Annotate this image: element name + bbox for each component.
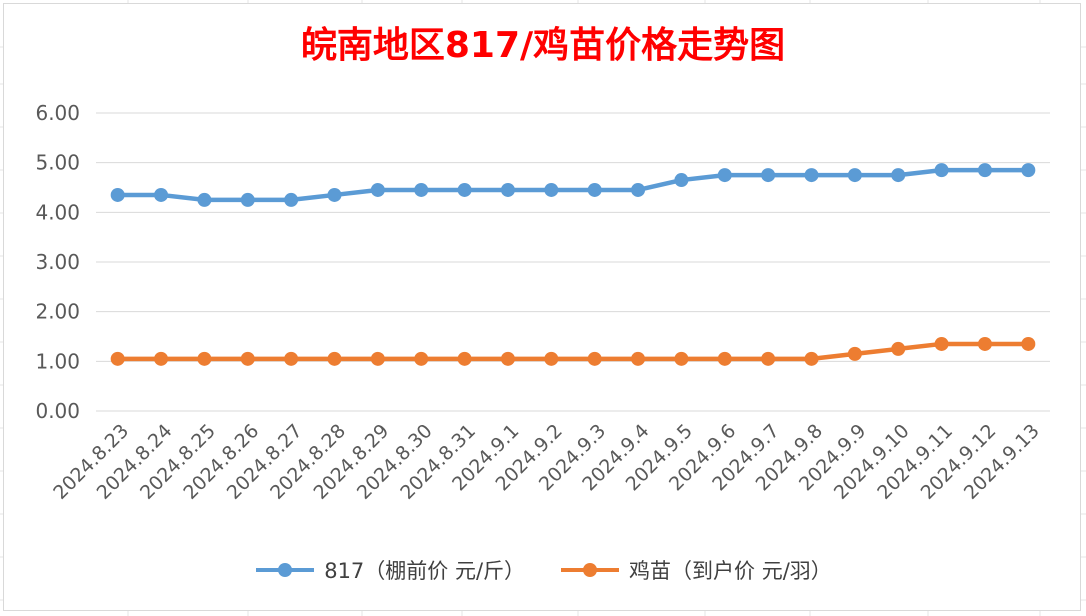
chart-area[interactable]	[3, 3, 1081, 611]
data-point-0	[717, 168, 732, 183]
data-point-1	[804, 351, 819, 366]
y-tick-label: 6.00	[35, 101, 80, 125]
data-point-1	[500, 351, 515, 366]
data-point-1	[197, 351, 212, 366]
data-point-1	[847, 346, 862, 361]
data-point-1	[1021, 336, 1036, 351]
data-point-1	[631, 351, 646, 366]
legend-marker-817	[256, 563, 315, 577]
data-point-1	[934, 336, 949, 351]
data-point-0	[1021, 163, 1036, 178]
data-point-0	[284, 192, 299, 207]
data-point-1	[977, 336, 992, 351]
legend-label-817: 817（棚前价 元/斤）	[324, 559, 526, 583]
data-point-0	[154, 187, 169, 202]
data-point-0	[761, 168, 776, 183]
data-point-0	[370, 182, 385, 197]
data-point-0	[847, 168, 862, 183]
data-point-1	[154, 351, 169, 366]
data-point-1	[717, 351, 732, 366]
series-line-1	[117, 341, 1029, 362]
data-point-0	[631, 182, 646, 197]
data-point-1	[891, 341, 906, 356]
legend-marker-chick	[561, 563, 620, 577]
legend: 817（棚前价 元/斤） 鸡苗（到户价 元/羽）	[0, 555, 1086, 585]
data-point-1	[761, 351, 776, 366]
data-point-0	[544, 182, 559, 197]
data-point-0	[891, 168, 906, 183]
data-point-1	[370, 351, 385, 366]
data-point-1	[674, 351, 689, 366]
data-point-0	[457, 182, 472, 197]
data-point-0	[977, 163, 992, 178]
legend-item-chick: 鸡苗（到户价 元/羽）	[559, 555, 832, 585]
data-point-1	[544, 351, 559, 366]
legend-label-chick: 鸡苗（到户价 元/羽）	[629, 559, 832, 583]
data-point-0	[327, 187, 342, 202]
y-tick-label: 5.00	[35, 151, 80, 175]
series-line-0	[117, 167, 1029, 203]
data-point-0	[674, 173, 689, 188]
data-point-0	[110, 187, 125, 202]
data-point-0	[414, 182, 429, 197]
data-point-1	[457, 351, 472, 366]
data-point-0	[934, 163, 949, 178]
data-point-0	[587, 182, 602, 197]
y-tick-label: 4.00	[35, 200, 80, 224]
y-tick-label: 3.00	[35, 250, 80, 274]
y-tick-label: 2.00	[35, 300, 80, 324]
chart-title: 皖南地区817/鸡苗价格走势图	[300, 25, 786, 66]
data-point-1	[284, 351, 299, 366]
data-point-1	[587, 351, 602, 366]
data-point-1	[110, 351, 125, 366]
data-point-1	[240, 351, 255, 366]
data-point-0	[500, 182, 515, 197]
data-point-1	[414, 351, 429, 366]
y-tick-label: 0.00	[35, 399, 80, 423]
data-point-1	[327, 351, 342, 366]
y-tick-label: 1.00	[35, 349, 80, 373]
legend-item-817: 817（棚前价 元/斤）	[254, 555, 525, 585]
data-point-0	[804, 168, 819, 183]
data-point-0	[197, 192, 212, 207]
data-point-0	[240, 192, 255, 207]
